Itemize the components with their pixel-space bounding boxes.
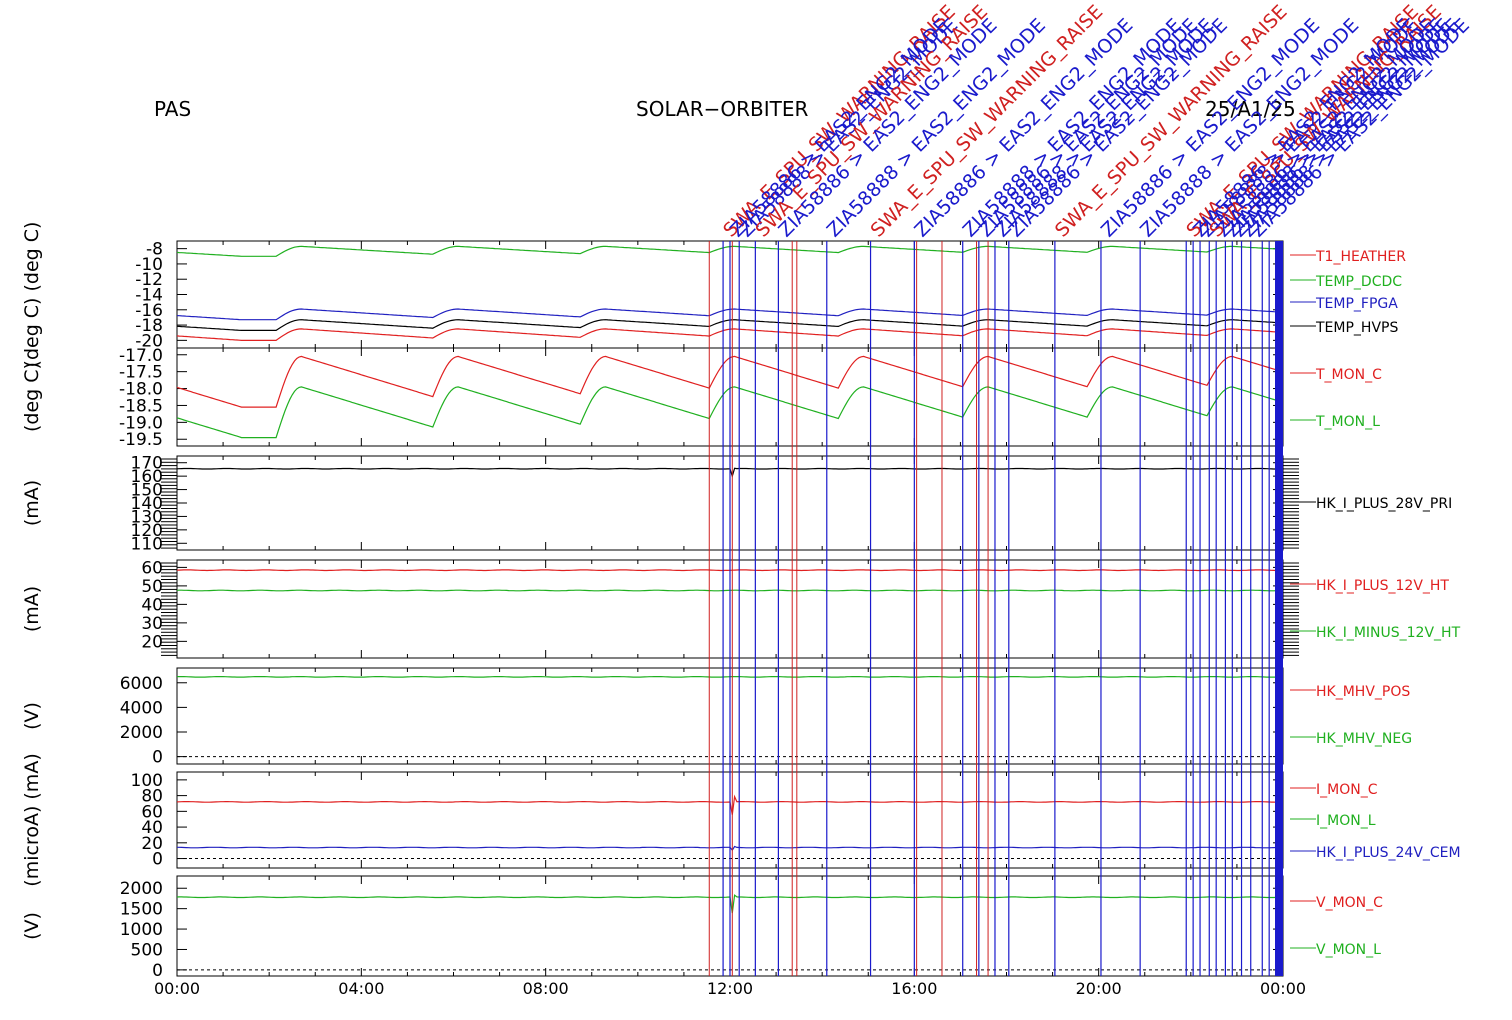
- y-tick-label: 80: [141, 787, 163, 807]
- y-tick-label: -19.5: [119, 430, 163, 450]
- legend-label: T_MON_L: [1315, 414, 1380, 430]
- series-line: [176, 794, 1281, 815]
- legend-label: T_MON_C: [1315, 367, 1382, 383]
- y-tick-label: 6000: [120, 674, 163, 694]
- y-tick-label: 40: [141, 595, 163, 615]
- y-axis-label: (deg C): [21, 362, 43, 432]
- y-tick-label: -18.0: [119, 380, 163, 400]
- y-tick-label: 30: [141, 614, 163, 634]
- y-tick-label: -18: [135, 316, 163, 336]
- x-tick-label: 00:00: [1260, 979, 1306, 998]
- legend-label: T1_HEATHER: [1315, 249, 1406, 265]
- y-tick-label: -20: [135, 331, 163, 351]
- y-tick-label: -18.5: [119, 396, 163, 416]
- legend-label: HK_I_PLUS_12V_HT: [1316, 578, 1449, 594]
- y-tick-label: 500: [131, 940, 163, 960]
- y-tick-label: 0: [152, 850, 163, 870]
- y-tick-label: -10: [135, 255, 163, 275]
- y-tick-label: -12: [135, 270, 163, 290]
- header-mission-label: SOLAR−ORBITER: [636, 97, 809, 121]
- x-tick-label: 20:00: [1076, 979, 1122, 998]
- y-tick-label: 170: [131, 454, 163, 474]
- series-line: [176, 355, 1281, 408]
- legend-label: V_MON_L: [1316, 942, 1381, 958]
- y-tick-label: 110: [131, 534, 163, 554]
- y-tick-label: 50: [141, 577, 163, 597]
- series-line: [176, 245, 1281, 257]
- legend-label: I_MON_L: [1316, 813, 1376, 829]
- y-tick-label: 1500: [120, 900, 163, 920]
- y-axis-label: (mA): [21, 586, 43, 632]
- series-line: [176, 569, 1281, 572]
- legend-label: HK_MHV_NEG: [1316, 731, 1412, 747]
- y-tick-label: 120: [131, 521, 163, 541]
- legend-label: I_MON_C: [1316, 782, 1378, 798]
- y-tick-label: 130: [131, 507, 163, 527]
- event-band: [1275, 241, 1283, 976]
- y-tick-label: 100: [131, 771, 163, 791]
- series-line: [176, 589, 1281, 592]
- y-tick-label: -17.5: [119, 363, 163, 383]
- series-line: [176, 328, 1281, 341]
- y-tick-label: -14: [135, 286, 163, 306]
- y-tick-label: 150: [131, 481, 163, 501]
- y-tick-label: -8: [146, 240, 163, 260]
- y-tick-label: 1000: [120, 920, 163, 940]
- y-tick-label: 2000: [120, 723, 163, 743]
- y-tick-label: -16: [135, 301, 163, 321]
- y-tick-label: 140: [131, 494, 163, 514]
- series-line: [177, 845, 1281, 852]
- legend-label: HK_I_PLUS_24V_CEM: [1316, 845, 1461, 861]
- y-tick-label: 0: [152, 748, 163, 768]
- series-line: [176, 467, 1281, 479]
- y-axis-label: (mA): [21, 480, 43, 526]
- legend-label: V_MON_C: [1316, 895, 1383, 911]
- y-tick-label: 4000: [120, 698, 163, 718]
- series-line: [176, 308, 1281, 321]
- y-tick-label: 60: [141, 802, 163, 822]
- header-left-label: PAS: [154, 97, 192, 121]
- y-axis-label: (V): [21, 912, 43, 940]
- header-date-label: 25/A1/25: [1205, 97, 1296, 121]
- legend-label: TEMP_FPGA: [1315, 296, 1398, 312]
- x-tick-label: 12:00: [707, 979, 753, 998]
- y-tick-label: -19.0: [119, 413, 163, 433]
- y-tick-label: -17.0: [119, 346, 163, 366]
- y-axis-label: (deg C) (deg C): [21, 222, 43, 368]
- y-tick-label: 20: [141, 632, 163, 652]
- series-line: [177, 675, 1281, 678]
- y-tick-label: 40: [141, 818, 163, 838]
- y-tick-label: 20: [141, 834, 163, 854]
- legend-label: HK_MHV_POS: [1316, 684, 1410, 700]
- x-tick-label: 08:00: [523, 979, 569, 998]
- series-line: [176, 386, 1281, 439]
- series-line: [176, 319, 1281, 331]
- legend-label: HK_I_MINUS_12V_HT: [1316, 625, 1461, 641]
- y-axis-label: (V): [21, 702, 43, 730]
- x-tick-label: 04:00: [338, 979, 384, 998]
- x-tick-label: 00:00: [154, 979, 200, 998]
- y-tick-label: 160: [131, 467, 163, 487]
- y-axis-label: (microA) (mA): [21, 753, 43, 886]
- legend-label: TEMP_HVPS: [1315, 320, 1398, 336]
- series-line: [176, 894, 1281, 914]
- legend-label: TEMP_DCDC: [1315, 274, 1402, 290]
- y-tick-label: 2000: [120, 879, 163, 899]
- y-tick-label: 60: [141, 558, 163, 578]
- y-tick-label: 0: [152, 961, 163, 981]
- x-tick-label: 16:00: [891, 979, 937, 998]
- legend-label: HK_I_PLUS_28V_PRI: [1316, 496, 1452, 512]
